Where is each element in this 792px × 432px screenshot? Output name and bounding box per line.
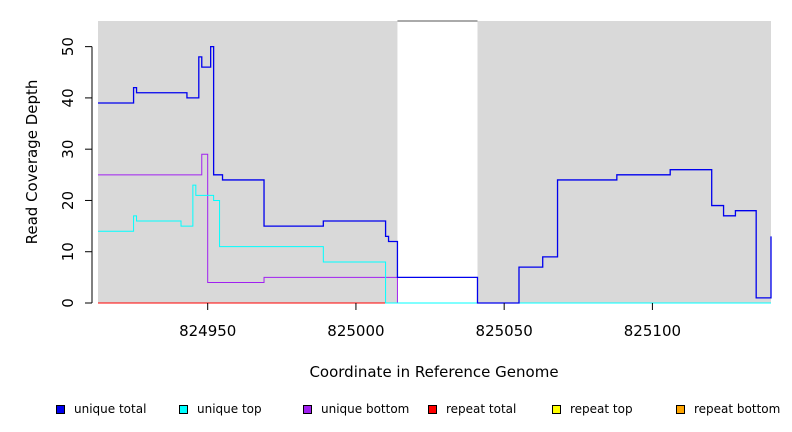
legend-item-unique-total: unique total [56,402,146,416]
x-tick-label: 824950 [179,322,236,340]
x-axis: 824950 825000 825050 825100 [179,303,681,340]
legend-item-repeat-top: repeat top [552,402,633,416]
legend-label-repeat-bottom: repeat bottom [694,402,781,416]
legend-label-repeat-total: repeat total [446,402,517,416]
legend-swatch-unique-top [179,404,188,414]
legend-swatch-unique-bottom [303,404,312,414]
legend-label-unique-total: unique total [74,402,147,416]
series-line-unique-top [98,184,771,304]
x-tick-label: 825050 [476,322,533,340]
legend-label-repeat-top: repeat top [570,402,633,416]
y-tick-label: 10 [59,242,77,261]
y-tick-label: 30 [59,140,77,159]
y-tick-label: 50 [59,37,77,56]
coverage-chart: 824950 825000 825050 825100 0 10 20 30 40 50 Coo… [23,20,772,381]
legend-item-unique-top: unique top [179,402,262,416]
series-line-unique-total [98,45,772,304]
legend-swatch-repeat-top [552,404,561,414]
series-layer [98,45,772,304]
legend-swatch-repeat-total [428,404,437,414]
x-tick-label: 825000 [327,322,384,340]
legend-swatch-unique-total [56,404,65,414]
gap-region [397,21,478,303]
legend-swatch-repeat-bottom [676,404,685,414]
legend-label-unique-bottom: unique bottom [321,402,410,416]
legend-item-unique-bottom: unique bottom [303,402,409,416]
legend-item-repeat-bottom: repeat bottom [676,402,780,416]
x-tick-label: 825100 [624,322,681,340]
y-axis-label: Read Coverage Depth [23,80,41,245]
legend-item-repeat-total: repeat total [428,402,516,416]
y-axis: 0 10 20 30 40 50 [59,37,93,308]
y-tick-label: 20 [59,191,77,210]
legend-label-unique-top: unique top [197,402,262,416]
y-tick-label: 0 [59,298,77,308]
x-axis-label: Coordinate in Reference Genome [309,363,558,381]
legend: unique total unique top unique bottom re… [0,402,792,416]
y-tick-label: 40 [59,88,77,107]
